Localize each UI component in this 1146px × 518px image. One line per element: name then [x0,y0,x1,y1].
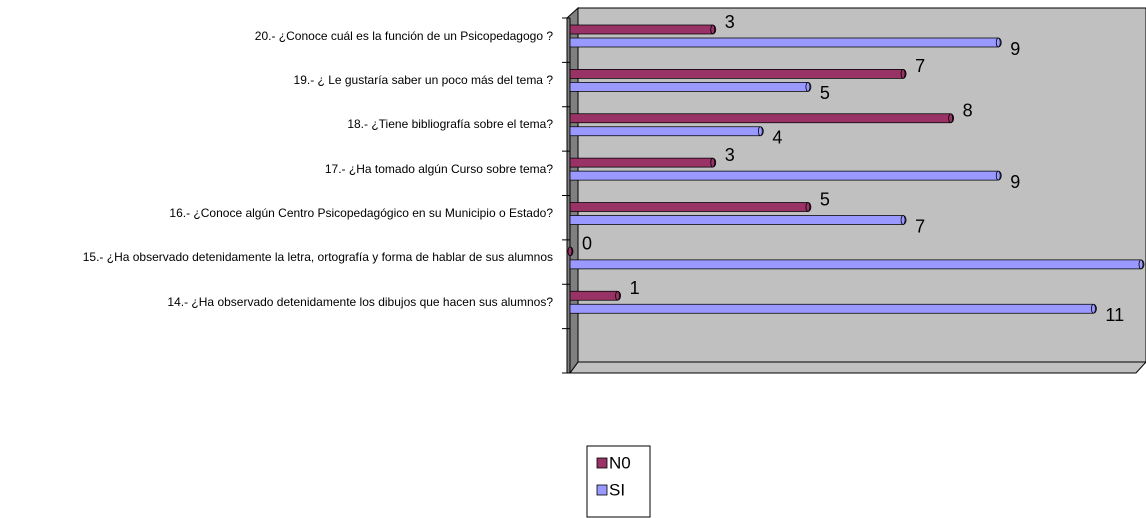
bar-cap [615,290,620,301]
bar-cap [995,170,1001,181]
data-label: 4 [772,128,782,148]
legend-label: N0 [609,453,631,472]
legend-label: SI [609,480,625,499]
bar-cap [757,126,763,137]
bar-cap [710,24,716,35]
bar-cap [1091,303,1096,314]
data-label: 8 [963,101,973,121]
data-label: 1 [630,278,640,298]
data-label: 7 [915,56,925,76]
data-label: 3 [725,145,735,165]
bar-cap [1138,259,1144,270]
y-tick-label: 18.- ¿Tiene bibliografía sobre el tema? [347,117,553,132]
legend-swatch [596,484,608,496]
data-label: 7 [915,216,925,236]
bar-cap [900,68,906,79]
bar-cap [948,113,954,124]
bar-cap [900,215,906,225]
y-tick-label: 15.- ¿Ha observado detenidamente la letr… [82,250,553,265]
bar [569,215,907,225]
bar [569,290,621,301]
data-label: 11 [1105,305,1124,325]
y-tick-label: 17.- ¿Ha tomado algún Curso sobre tema? [324,161,553,176]
y-tick-label: 20.- ¿Conoce cuál es la función de un Ps… [254,28,553,43]
bar [569,68,907,79]
y-tick-label: 19.- ¿ Le gustaría saber un poco más del… [293,72,553,87]
bar-cap [995,37,1001,48]
data-label: 9 [1010,39,1020,59]
data-label: 9 [1010,172,1020,192]
bar-cap [805,202,811,212]
bar [569,170,1002,181]
bar [569,126,764,137]
bar [569,259,1145,270]
bar-cap [567,246,573,257]
legend-swatch [596,457,608,469]
y-tick-label: 14.- ¿Ha observado detenidamente los dib… [167,294,553,309]
data-label: 3 [725,12,735,32]
data-label: 0 [582,234,592,254]
bar-cap [710,157,716,168]
bar [569,24,717,35]
bar [569,113,955,124]
data-label: 5 [820,83,830,103]
bar [569,303,1097,314]
bar [569,157,717,168]
bar-cap [805,81,811,92]
y-tick-label: 16.- ¿Conoce algún Centro Psicopedagógic… [169,206,553,220]
bar [569,37,1002,48]
bar [569,202,812,212]
data-label: 5 [820,189,830,209]
bar [569,81,812,92]
floor [569,361,1146,374]
